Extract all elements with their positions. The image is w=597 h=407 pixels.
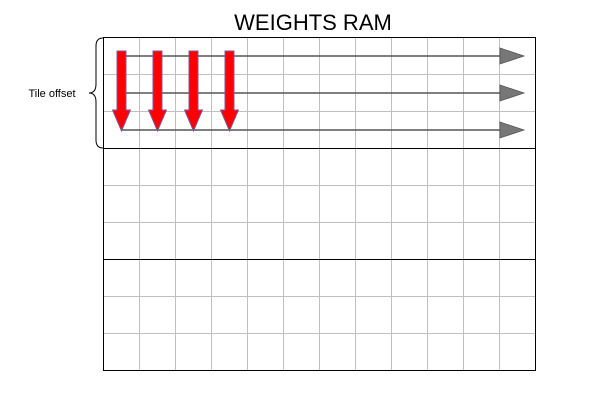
vertical-arrows [111, 50, 240, 133]
horizontal-arrow-head [499, 47, 526, 65]
diagram-title: WEIGHTS RAM [234, 10, 392, 35]
vertical-arrow [111, 50, 132, 133]
tile-offset-brace [88, 37, 104, 149]
vertical-arrow [183, 50, 204, 133]
horizontal-arrow-head [499, 121, 526, 139]
ram-grid [103, 37, 536, 371]
ram-outline [103, 37, 536, 371]
horizontal-arrow-head [499, 84, 526, 102]
tile-offset-label: Tile offset [28, 88, 75, 100]
tile-borders [103, 37, 536, 371]
vertical-arrow [147, 50, 168, 133]
vertical-arrow [219, 50, 240, 133]
horizontal-arrows [121, 47, 526, 139]
